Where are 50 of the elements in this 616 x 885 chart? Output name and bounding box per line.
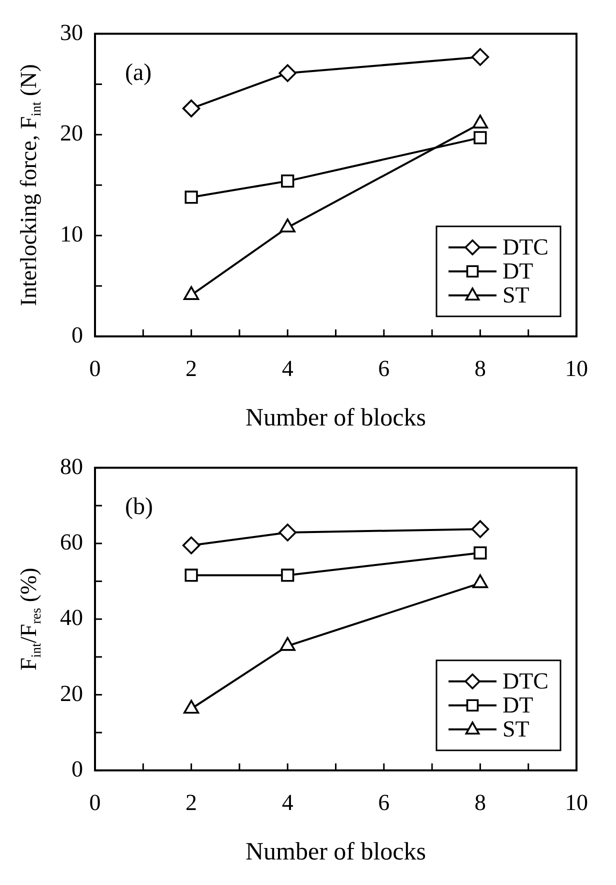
y-tick-label: 0 [72, 322, 83, 348]
point [474, 131, 487, 144]
x-tick-label: 0 [89, 356, 101, 382]
legend-label: DT [502, 258, 534, 284]
y-tick-label: 80 [60, 454, 83, 479]
x-tick-label: 4 [282, 790, 294, 816]
point [182, 536, 200, 554]
point [278, 524, 296, 542]
point [472, 574, 488, 588]
point [183, 700, 200, 714]
legend-label: ST [502, 716, 530, 742]
legend-label: DTC [502, 234, 548, 260]
annotation: (b) [125, 494, 153, 520]
x-tick-label: 2 [186, 356, 198, 382]
x-tick-label: 10 [565, 356, 588, 382]
y-tick-label: 20 [60, 680, 83, 706]
legend-label: ST [502, 282, 530, 308]
y-tick-label: 10 [60, 222, 83, 247]
x-axis-title: Number of blocks [245, 404, 426, 432]
point [281, 568, 294, 582]
point [184, 568, 198, 582]
x-tick-label: 0 [89, 790, 101, 816]
point [182, 100, 200, 118]
y-tick-label: 0 [72, 756, 83, 782]
point [471, 520, 490, 538]
y-tick-label: 60 [60, 529, 83, 554]
annotation: (a) [125, 60, 152, 86]
point [280, 218, 296, 232]
point [278, 64, 296, 82]
y-axis-title: Fint/Fres (%) [16, 568, 44, 671]
point [281, 174, 294, 188]
x-axis-title: Number of blocks [245, 838, 426, 866]
x-tick-label: 10 [565, 790, 588, 816]
y-tick-label: 20 [60, 120, 83, 146]
y-tick-label: 30 [60, 20, 83, 45]
point [183, 286, 200, 300]
x-tick-label: 8 [474, 356, 486, 382]
y-axis-title: Interlocking force, Fint (N) [16, 64, 44, 306]
x-tick-label: 6 [378, 356, 390, 382]
x-tick-label: 8 [474, 790, 486, 816]
x-tick-label: 6 [378, 790, 390, 816]
legend-label: DTC [502, 668, 548, 694]
legend-label: DT [502, 692, 534, 718]
y-tick-label: 40 [60, 605, 83, 630]
point [474, 546, 487, 560]
point [471, 48, 490, 66]
x-tick-label: 4 [282, 356, 294, 382]
point [184, 190, 198, 204]
point [280, 637, 296, 651]
x-tick-label: 2 [186, 790, 198, 816]
